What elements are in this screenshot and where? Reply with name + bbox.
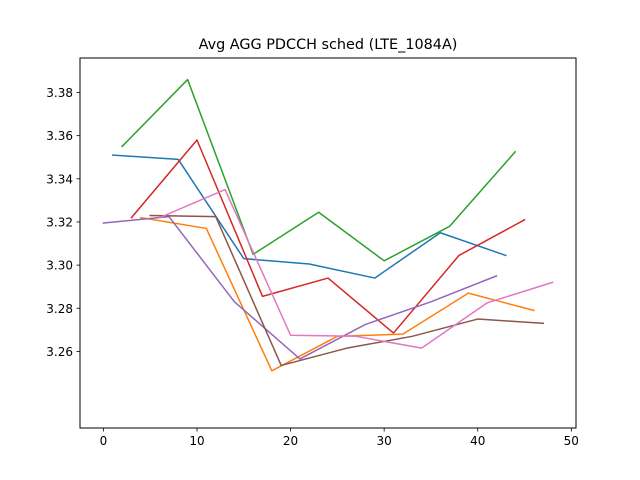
series-line-7 [158, 188, 554, 349]
x-axis: 0 10 20 30 40 50 [100, 428, 579, 448]
y-axis: 3.26 3.28 3.30 3.32 3.34 3.36 3.38 [46, 86, 80, 359]
series-line-3 [121, 78, 517, 262]
y-tick-label: 3.32 [46, 215, 73, 229]
series-line-6 [149, 214, 545, 367]
series-layer [102, 78, 554, 372]
y-tick-label: 3.34 [46, 172, 73, 186]
y-tick-label: 3.26 [46, 345, 73, 359]
y-tick-label: 3.36 [46, 129, 73, 143]
y-tick-label: 3.38 [46, 86, 73, 100]
series-line-5 [102, 215, 498, 360]
series-line-4 [130, 139, 526, 334]
plot-frame [79, 57, 577, 429]
series-line-1 [111, 154, 507, 279]
x-tick-label: 10 [189, 434, 204, 448]
y-tick-label: 3.28 [46, 302, 73, 316]
x-tick-label: 0 [100, 434, 108, 448]
x-tick-label: 50 [564, 434, 579, 448]
chart-title: Avg AGG PDCCH sched (LTE_1084A) [199, 37, 458, 53]
x-tick-label: 30 [377, 434, 392, 448]
x-tick-label: 20 [283, 434, 298, 448]
x-tick-label: 40 [470, 434, 485, 448]
y-tick-label: 3.30 [46, 259, 73, 273]
